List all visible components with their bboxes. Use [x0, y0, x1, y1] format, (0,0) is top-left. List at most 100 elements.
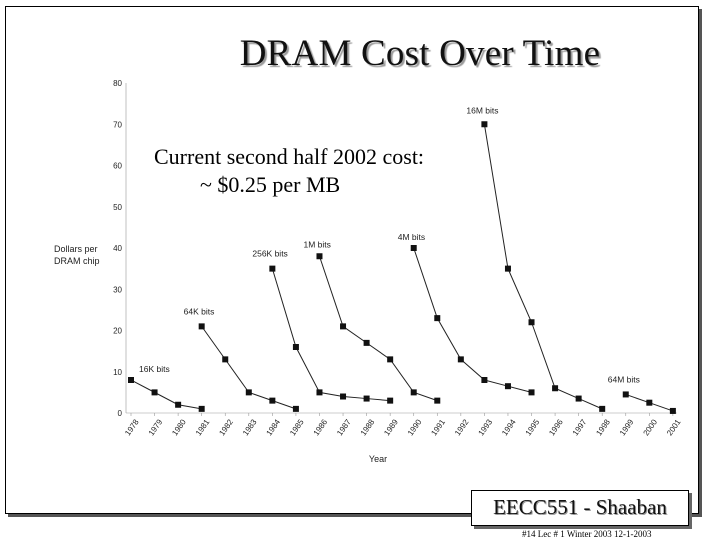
y-tick-label: 20: [113, 327, 122, 336]
series-label: 64K bits: [184, 306, 215, 316]
series-64m-bits: 64M bits: [608, 374, 676, 414]
series-label: 4M bits: [398, 232, 425, 242]
data-point: [340, 393, 347, 400]
data-point: [599, 405, 606, 412]
data-point: [646, 399, 653, 406]
x-tick-label: 1983: [241, 417, 259, 437]
x-tick-label: 1989: [382, 417, 400, 437]
data-point: [363, 395, 370, 402]
x-tick-label: 1990: [406, 417, 424, 437]
x-tick-label: 1984: [265, 417, 283, 437]
y-tick-label: 60: [113, 162, 122, 171]
x-tick-label: 1979: [147, 417, 165, 437]
series-line: [271, 268, 391, 402]
data-point: [504, 383, 511, 390]
data-point: [481, 121, 488, 128]
data-point: [387, 397, 394, 404]
y-tick-label: 10: [113, 368, 122, 377]
x-tick-label: 1991: [429, 417, 447, 437]
x-tick-label: 1985: [288, 417, 306, 437]
x-tick-label: 1980: [170, 417, 188, 437]
data-point: [269, 397, 276, 404]
series-label: 256K bits: [252, 249, 287, 259]
chart-series: 16K bits 64K bits 256K bits 1M bits 4M bits 1…: [128, 105, 676, 414]
series-label: 64M bits: [608, 374, 640, 384]
data-point: [410, 245, 417, 251]
data-point: [222, 356, 229, 363]
y-tick-label: 70: [113, 120, 122, 129]
series-label: 16K bits: [139, 364, 170, 374]
data-point: [481, 377, 488, 383]
data-point: [151, 389, 158, 396]
x-tick-label: 1998: [594, 417, 612, 437]
data-point: [245, 389, 252, 396]
data-point: [457, 356, 464, 363]
series-line: [413, 247, 532, 393]
cost-note: Current second half 2002 cost: ~ $0.25 p…: [154, 143, 424, 199]
data-point: [387, 356, 394, 363]
data-point: [504, 265, 511, 272]
series-4m-bits: 4M bits: [398, 232, 535, 396]
series-line: [201, 326, 297, 410]
slide-title: DRAM Cost Over Time: [239, 33, 601, 74]
data-point: [316, 253, 323, 260]
slide-footer: #14 Lec # 1 Winter 2003 12-1-2003: [522, 529, 652, 539]
y-axis-label-line1: Dollars per: [54, 244, 98, 254]
chart-axes: [125, 83, 677, 414]
data-point: [528, 319, 535, 326]
data-point: [316, 389, 323, 396]
x-tick-label: 1978: [123, 417, 141, 437]
series-line: [483, 124, 603, 410]
x-tick-label: 2000: [641, 417, 659, 437]
x-tick-label: 2001: [665, 417, 683, 437]
data-point: [198, 323, 205, 330]
x-tick-label: 1982: [217, 417, 235, 437]
series-16k-bits: 16K bits: [128, 364, 205, 412]
x-tick-label: 1992: [453, 417, 471, 437]
data-point: [552, 385, 559, 392]
series-16m-bits: 16M bits: [466, 105, 606, 412]
y-tick-label: 40: [113, 244, 122, 253]
data-point: [128, 377, 134, 383]
y-axis-label-line2: DRAM chip: [54, 256, 100, 266]
data-point: [175, 401, 182, 408]
data-point: [292, 344, 299, 350]
x-tick-label: 1987: [335, 417, 353, 437]
data-point: [292, 405, 299, 412]
series-64k-bits: 64K bits: [184, 306, 299, 412]
data-point: [363, 339, 370, 346]
series-line: [130, 379, 202, 410]
x-axis-label: Year: [369, 454, 387, 464]
x-tick-label: 1999: [618, 417, 636, 437]
cost-note-line1: Current second half 2002 cost:: [154, 144, 425, 169]
y-tick-label: 0: [118, 409, 123, 418]
y-tick-label: 30: [113, 285, 122, 294]
chart-ticks: 0 10 20 30 40 50 60 70 80 1978 1979 1980 1981 1982 198…: [113, 79, 683, 437]
data-point: [434, 397, 441, 404]
x-tick-label: 1997: [571, 417, 589, 437]
data-point: [528, 389, 535, 396]
series-256k-bits: 256K bits: [252, 249, 394, 404]
x-tick-label: 1988: [359, 417, 377, 437]
series-label: 16M bits: [466, 105, 498, 115]
x-tick-label: 1995: [524, 417, 542, 437]
data-point: [340, 323, 347, 330]
series-1m-bits: 1M bits: [303, 239, 441, 404]
series-line: [319, 256, 438, 402]
x-tick-label: 1994: [500, 417, 518, 437]
cost-note-line2: ~ $0.25 per MB: [200, 172, 341, 197]
x-tick-label: 1981: [194, 417, 212, 437]
course-badge: EECC551 - Shaaban: [471, 490, 689, 526]
x-tick-label: 1986: [312, 417, 330, 437]
x-tick-label: 1993: [477, 417, 495, 437]
data-point: [434, 315, 441, 322]
data-point: [269, 265, 276, 272]
y-tick-label: 80: [113, 79, 122, 88]
data-point: [198, 405, 205, 412]
data-point: [669, 407, 676, 414]
data-point: [410, 389, 417, 396]
data-point: [575, 395, 582, 402]
slide-frame: [5, 6, 699, 514]
series-label: 1M bits: [303, 239, 330, 249]
